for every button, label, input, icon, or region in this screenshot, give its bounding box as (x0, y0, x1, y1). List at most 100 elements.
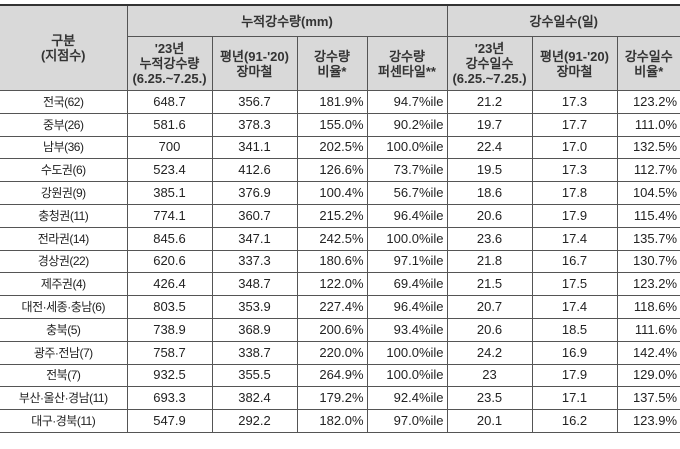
cell-region: 중부(26) (0, 112, 128, 137)
cell-rainfall-percentile: 92.4%ile (366, 386, 448, 411)
header-line: 장마철 (556, 63, 593, 79)
cell-rain-days-normal: 17.9 (531, 203, 618, 228)
cell-rainfall-percentile: 93.4%ile (366, 317, 448, 342)
cell-region: 대구·경북(11) (0, 409, 128, 433)
header-line: 비율* (317, 63, 347, 79)
header-line: 평년(91-'20) (220, 48, 289, 64)
table-row: 수도권(6) 523.4 412.6 126.6% 73.7%ile 19.5 17.3 11… (0, 158, 680, 183)
cell-rainfall-2023: 758.7 (126, 340, 213, 365)
cell-rainfall-normal: 355.5 (211, 363, 298, 388)
cell-rainfall-percentile: 100.0%ile (366, 226, 448, 251)
cell-rainfall-2023: 932.5 (126, 363, 213, 388)
rainfall-table: 구분 (지점수) 누적강수량(mm) 강수일수(일) '23년 누적강수량 (6.25… (0, 4, 680, 433)
table-row: 부산·울산·경남(11) 693.3 382.4 179.2% 92.4%ile 23.5… (0, 386, 680, 411)
cell-rainfall-ratio: 179.2% (296, 386, 368, 411)
cell-rainfall-ratio: 155.0% (296, 112, 368, 137)
cell-region: 충북(5) (0, 317, 128, 342)
table-row: 대구·경북(11) 547.9 292.2 182.0% 97.0%ile 20.1 16.… (0, 409, 680, 433)
cell-rain-days-ratio: 132.5% (616, 135, 680, 160)
header-line: 강수일수 (624, 48, 673, 64)
table-row: 전국(62) 648.7 356.7 181.9% 94.7%ile 21.2 17.3 12… (0, 90, 680, 114)
cell-rainfall-normal: 360.7 (211, 203, 298, 228)
cell-rainfall-2023: 547.9 (126, 409, 213, 433)
cell-rainfall-normal: 337.3 (211, 249, 298, 274)
cell-region: 부산·울산·경남(11) (0, 386, 128, 411)
cell-rainfall-percentile: 73.7%ile (366, 158, 448, 183)
cell-rainfall-normal: 356.7 (211, 90, 298, 114)
cell-rainfall-2023: 774.1 (126, 203, 213, 228)
cell-rainfall-normal: 412.6 (211, 158, 298, 183)
cell-region: 전북(7) (0, 363, 128, 388)
cell-rain-days-normal: 17.8 (531, 181, 618, 205)
cell-rain-days-ratio: 129.0% (616, 363, 680, 388)
cell-rainfall-percentile: 97.1%ile (366, 249, 448, 274)
header-category: 구분 (지점수) (0, 4, 128, 91)
cell-rainfall-ratio: 227.4% (296, 295, 368, 319)
cell-rain-days-2023: 20.6 (446, 317, 533, 342)
header-line: 누적강수량 (139, 56, 200, 71)
cell-region: 충청권(11) (0, 203, 128, 228)
cell-rain-days-ratio: 137.5% (616, 386, 680, 411)
cell-rainfall-2023: 700 (126, 135, 213, 160)
cell-region: 강원권(9) (0, 181, 128, 205)
cell-rain-days-2023: 18.6 (446, 181, 533, 205)
cell-rainfall-normal: 376.9 (211, 181, 298, 205)
header-normal-rainfall: 평년(91-'20) 장마철 (211, 36, 298, 91)
cell-rain-days-2023: 21.8 (446, 249, 533, 274)
cell-rainfall-normal: 338.7 (211, 340, 298, 365)
cell-rainfall-ratio: 264.9% (296, 363, 368, 388)
header-line: (6.25.~7.25.) (132, 71, 207, 86)
cell-rainfall-ratio: 126.6% (296, 158, 368, 183)
header-group-rain-days: 강수일수(일) (446, 4, 680, 37)
cell-rain-days-2023: 23.6 (446, 226, 533, 251)
header-group-rainfall: 누적강수량(mm) (126, 4, 448, 37)
cell-rain-days-2023: 20.1 (446, 409, 533, 433)
cell-rain-days-ratio: 104.5% (616, 181, 680, 205)
header-line: '23년 (154, 41, 185, 56)
header-2023-rain-days: '23년 강수일수 (6.25.~7.25.) (446, 36, 533, 91)
cell-rain-days-ratio: 123.2% (616, 90, 680, 114)
cell-rainfall-ratio: 200.6% (296, 317, 368, 342)
cell-rainfall-2023: 738.9 (126, 317, 213, 342)
cell-rain-days-normal: 17.4 (531, 226, 618, 251)
cell-rain-days-normal: 16.7 (531, 249, 618, 274)
cell-rainfall-ratio: 122.0% (296, 272, 368, 297)
header-line: 강수량 (314, 48, 350, 64)
cell-rainfall-ratio: 242.5% (296, 226, 368, 251)
cell-rain-days-2023: 21.2 (446, 90, 533, 114)
cell-rain-days-2023: 20.7 (446, 295, 533, 319)
table-row: 제주권(4) 426.4 348.7 122.0% 69.4%ile 21.5 17.5 12… (0, 272, 680, 297)
table-row: 충청권(11) 774.1 360.7 215.2% 96.4%ile 20.6 17.9 1… (0, 203, 680, 228)
cell-rainfall-ratio: 180.6% (296, 249, 368, 274)
cell-rain-days-normal: 17.4 (531, 295, 618, 319)
cell-rain-days-normal: 17.9 (531, 363, 618, 388)
table-row: 남부(36) 700 341.1 202.5% 100.0%ile 22.4 17.0 132… (0, 135, 680, 160)
table-row: 대전·세종·충남(6) 803.5 353.9 227.4% 96.4%ile 20.7 1… (0, 295, 680, 319)
cell-rainfall-2023: 426.4 (126, 272, 213, 297)
cell-region: 제주권(4) (0, 272, 128, 297)
cell-rain-days-ratio: 142.4% (616, 340, 680, 365)
cell-rain-days-ratio: 123.2% (616, 272, 680, 297)
cell-rain-days-2023: 24.2 (446, 340, 533, 365)
cell-rain-days-ratio: 130.7% (616, 249, 680, 274)
cell-rainfall-percentile: 94.7%ile (366, 90, 448, 114)
cell-rain-days-ratio: 111.6% (616, 317, 680, 342)
cell-rain-days-normal: 17.5 (531, 272, 618, 297)
cell-region: 수도권(6) (0, 158, 128, 183)
cell-rain-days-2023: 21.5 (446, 272, 533, 297)
table-row: 전북(7) 932.5 355.5 264.9% 100.0%ile 23 17.9 129.… (0, 363, 680, 388)
header-line: 장마철 (236, 63, 273, 79)
cell-rainfall-percentile: 96.4%ile (366, 203, 448, 228)
cell-rainfall-ratio: 182.0% (296, 409, 368, 433)
cell-rainfall-2023: 693.3 (126, 386, 213, 411)
cell-rainfall-percentile: 100.0%ile (366, 340, 448, 365)
cell-region: 남부(36) (0, 135, 128, 160)
cell-rainfall-normal: 368.9 (211, 317, 298, 342)
header-rainfall-ratio: 강수량 비율* (296, 36, 368, 91)
cell-rain-days-normal: 18.5 (531, 317, 618, 342)
cell-rain-days-normal: 16.9 (531, 340, 618, 365)
table-row: 강원권(9) 385.1 376.9 100.4% 56.7%ile 18.6 17.8 10… (0, 181, 680, 205)
header-line: 비율* (634, 63, 664, 79)
cell-rainfall-percentile: 96.4%ile (366, 295, 448, 319)
cell-rainfall-normal: 341.1 (211, 135, 298, 160)
